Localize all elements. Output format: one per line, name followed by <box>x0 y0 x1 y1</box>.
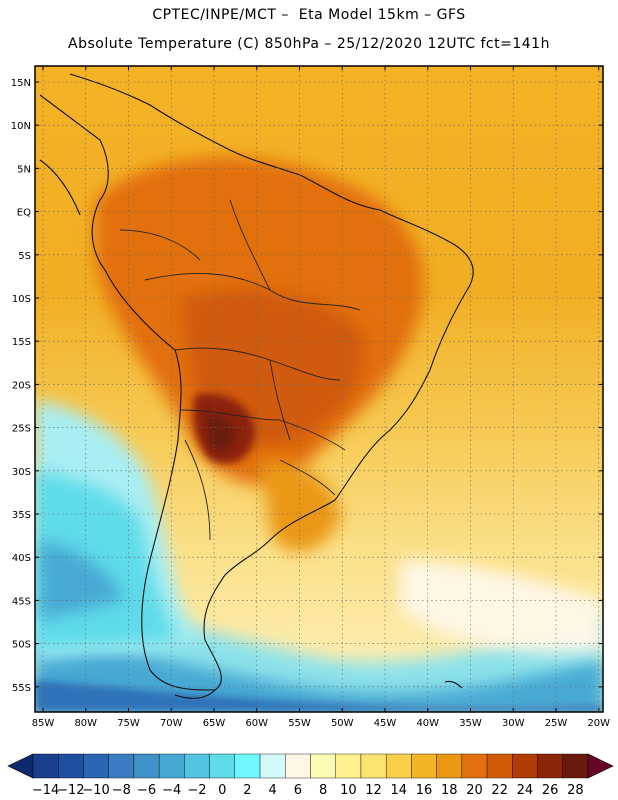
lon-label: 75W <box>117 718 140 729</box>
lat-label: 50S <box>12 640 31 651</box>
colorbar-swatch <box>335 753 362 779</box>
colorbar-label: −8 <box>112 783 131 798</box>
colorbar-label: −2 <box>187 783 206 798</box>
lon-label: 50W <box>331 718 354 729</box>
colorbar-label: −12 <box>57 783 84 798</box>
colorbar-under-arrow <box>7 753 34 779</box>
lat-label: 40S <box>12 553 31 564</box>
lat-label: EQ <box>17 208 31 219</box>
lat-label: 35S <box>12 510 31 521</box>
lon-label: 80W <box>74 718 97 729</box>
colorbar-swatch <box>537 753 563 779</box>
lon-label: 40W <box>416 718 439 729</box>
colorbar-swatch <box>133 753 160 779</box>
colorbar-swatch <box>108 753 135 779</box>
colorbar-swatch <box>436 753 463 779</box>
colorbar-swatch <box>512 753 538 779</box>
temperature-field <box>35 66 603 712</box>
lat-label: 20S <box>12 380 31 391</box>
colorbar-swatch <box>461 753 488 779</box>
lat-label: 15S <box>12 337 31 348</box>
colorbar-label: 8 <box>319 783 327 798</box>
colorbar-label: 20 <box>466 783 483 798</box>
colorbar-label: 18 <box>441 783 458 798</box>
lat-label: 25S <box>12 424 31 435</box>
colorbar-label: 2 <box>243 783 251 798</box>
coastline <box>39 73 474 699</box>
colorbar-label: 16 <box>416 783 433 798</box>
lat-label: 15N <box>11 78 31 89</box>
colorbar-swatch <box>234 753 261 779</box>
colorbar-label: 14 <box>391 783 408 798</box>
lat-label: 45S <box>12 596 31 607</box>
lon-label: 85W <box>32 718 55 729</box>
map-title-line-2: Absolute Temperature (C) 850hPa – 25/12/… <box>68 36 550 52</box>
colorbar-label: 12 <box>365 783 382 798</box>
colorbar-label: 4 <box>269 783 277 798</box>
colorbar-swatch <box>58 753 84 779</box>
colorbar-swatch <box>158 753 185 779</box>
lat-label: 5N <box>17 164 31 175</box>
lon-label: 25W <box>545 718 568 729</box>
colorbar-label: −10 <box>82 783 109 798</box>
graticule <box>35 66 603 712</box>
colorbar-swatch <box>259 753 286 779</box>
colorbar-swatch <box>32 753 59 779</box>
lon-label: 45W <box>374 718 397 729</box>
colorbar-swatch <box>411 753 437 779</box>
colorbar-swatch <box>310 753 336 779</box>
map-frame <box>34 65 604 713</box>
lat-label: 5S <box>18 251 31 262</box>
colorbar-label: 6 <box>294 783 302 798</box>
lon-label: 70W <box>160 718 183 729</box>
colorbar-label: 0 <box>218 783 226 798</box>
colorbar-swatch <box>486 753 513 779</box>
lat-label: 55S <box>12 683 31 694</box>
colorbar: −14−12−10 −8 −6 −4 −2 0 2 4 6 8 10 12 14 16 18 20 22 24 26… <box>7 753 614 798</box>
lon-label: 65W <box>203 718 226 729</box>
longitude-axis: 85W 80W 75W 70W 65W 60W 55W 50W 45W 40W 35W 30W 25W 2… <box>32 66 610 729</box>
lat-label: 10S <box>12 294 31 305</box>
colorbar-label: 24 <box>517 783 534 798</box>
colorbar-label: 10 <box>340 783 357 798</box>
lon-label: 30W <box>502 718 525 729</box>
lat-label: 10N <box>11 121 31 132</box>
lon-label: 60W <box>245 718 268 729</box>
colorbar-label: 22 <box>491 783 508 798</box>
colorbar-over-arrow <box>587 753 614 779</box>
colorbar-label: 28 <box>567 783 584 798</box>
country-borders <box>119 199 361 541</box>
colorbar-label: 26 <box>542 783 559 798</box>
colorbar-swatch <box>562 753 589 779</box>
lon-label: 35W <box>459 718 482 729</box>
map-title-line-1: CPTEC/INPE/MCT – Eta Model 15km – GFS <box>152 7 466 23</box>
colorbar-swatch <box>184 753 210 779</box>
colorbar-label: −4 <box>162 783 181 798</box>
colorbar-label: −14 <box>32 783 59 798</box>
colorbar-swatch <box>385 753 412 779</box>
colorbar-swatch <box>360 753 387 779</box>
lon-label: 55W <box>288 718 311 729</box>
colorbar-swatch <box>83 753 109 779</box>
lat-label: 30S <box>12 467 31 478</box>
lon-label: 20W <box>587 718 610 729</box>
colorbar-swatch <box>285 753 311 779</box>
colorbar-swatch <box>209 753 236 779</box>
latitude-axis: 15N 10N 5N EQ 5S 10S 15S 20S 25S 30S 35S 40S 45S 50S 5… <box>11 78 603 694</box>
colorbar-label: −6 <box>137 783 156 798</box>
